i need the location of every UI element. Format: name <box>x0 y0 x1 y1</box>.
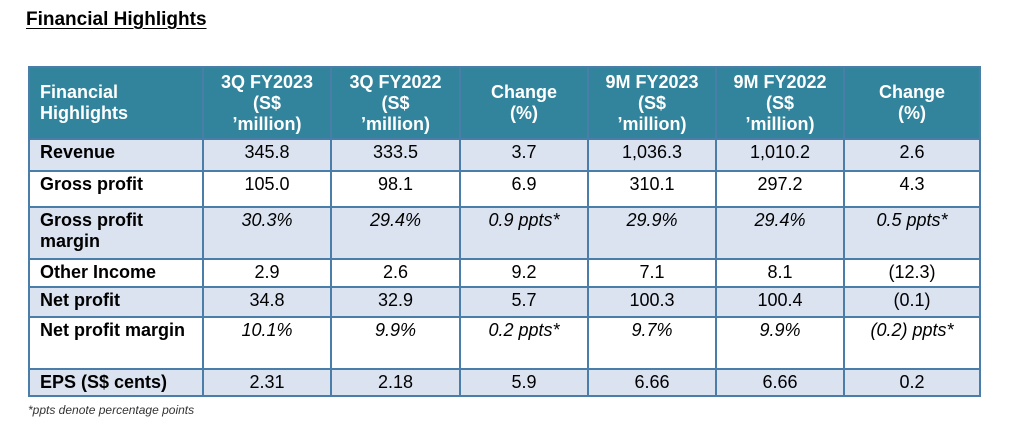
column-header-change-3q: Change (%) <box>459 66 589 140</box>
table-cell: 29.9% <box>587 206 717 260</box>
table-row-gross-profit-margin: Gross profit margin 30.3% 29.4% 0.9 ppts… <box>28 206 981 260</box>
table-cell: (0.1) <box>843 286 981 318</box>
row-label: Gross profit <box>28 170 204 208</box>
header-line: ’million) <box>232 113 302 134</box>
table-cell: 9.9% <box>715 316 845 370</box>
column-header-3q-fy2022: 3Q FY2022 (S$ ’million) <box>330 66 461 140</box>
table-cell: 297.2 <box>715 170 845 208</box>
table-cell: 98.1 <box>330 170 461 208</box>
column-header-metric: Financial Highlights <box>28 66 204 140</box>
table-cell: 100.4 <box>715 286 845 318</box>
table-cell: 9.7% <box>587 316 717 370</box>
header-line: ’million) <box>617 113 687 134</box>
table-cell: 2.31 <box>202 368 332 397</box>
row-label: Gross profit margin <box>28 206 204 260</box>
table-cell: 5.9 <box>459 368 589 397</box>
table-cell: 345.8 <box>202 138 332 172</box>
table-row-other-income: Other Income 2.9 2.6 9.2 7.1 8.1 (12.3) <box>28 258 981 288</box>
table-cell: 29.4% <box>715 206 845 260</box>
table-cell: 100.3 <box>587 286 717 318</box>
table-cell: (0.2) ppts* <box>843 316 981 370</box>
header-line: Financial <box>40 82 119 102</box>
table-cell: 2.9 <box>202 258 332 288</box>
row-label: Net profit <box>28 286 204 318</box>
table-cell: 4.3 <box>843 170 981 208</box>
table-cell: 5.7 <box>459 286 589 318</box>
table-cell: 6.66 <box>715 368 845 397</box>
table-cell: 2.6 <box>843 138 981 172</box>
row-label: Revenue <box>28 138 204 172</box>
table-cell: 6.66 <box>587 368 717 397</box>
column-header-change-9m: Change (%) <box>843 66 981 140</box>
column-header-9m-fy2023: 9M FY2023 (S$ ’million) <box>587 66 717 140</box>
table-row-eps: EPS (S$ cents) 2.31 2.18 5.9 6.66 6.66 0… <box>28 368 981 397</box>
header-line: (S$ <box>252 92 281 113</box>
row-label: Net profit margin <box>28 316 204 370</box>
footnote: *ppts denote percentage points <box>28 403 195 417</box>
table-cell: 0.9 ppts* <box>459 206 589 260</box>
page-title: Financial Highlights <box>26 9 207 30</box>
header-line: Change <box>878 82 945 102</box>
header-line: (S$ <box>381 92 410 113</box>
header-line: (%) <box>510 103 538 123</box>
table-cell: 2.18 <box>330 368 461 397</box>
table-cell: (12.3) <box>843 258 981 288</box>
table-cell: 34.8 <box>202 286 332 318</box>
table-cell: 1,010.2 <box>715 138 845 172</box>
table-row-gross-profit: Gross profit 105.0 98.1 6.9 310.1 297.2 … <box>28 170 981 208</box>
table-cell: 9.9% <box>330 316 461 370</box>
table-cell: 9.2 <box>459 258 589 288</box>
header-line: (S$ <box>765 92 794 113</box>
table-row-net-profit-margin: Net profit margin 10.1% 9.9% 0.2 ppts* 9… <box>28 316 981 370</box>
header-line: 3Q FY2023 <box>220 71 314 92</box>
table-cell: 6.9 <box>459 170 589 208</box>
header-line: 9M FY2023 <box>605 71 699 92</box>
header-line: 9M FY2022 <box>733 71 827 92</box>
table-row-revenue: Revenue 345.8 333.5 3.7 1,036.3 1,010.2 … <box>28 138 981 172</box>
row-label: EPS (S$ cents) <box>28 368 204 397</box>
table-cell: 29.4% <box>330 206 461 260</box>
header-line: Highlights <box>40 103 128 123</box>
column-header-3q-fy2023: 3Q FY2023 (S$ ’million) <box>202 66 332 140</box>
table-cell: 0.2 <box>843 368 981 397</box>
table-cell: 32.9 <box>330 286 461 318</box>
table-cell: 0.5 ppts* <box>843 206 981 260</box>
column-header-9m-fy2022: 9M FY2022 (S$ ’million) <box>715 66 845 140</box>
table-cell: 30.3% <box>202 206 332 260</box>
table-cell: 0.2 ppts* <box>459 316 589 370</box>
header-line: (%) <box>898 103 926 123</box>
table-cell: 8.1 <box>715 258 845 288</box>
table-cell: 7.1 <box>587 258 717 288</box>
table-cell: 1,036.3 <box>587 138 717 172</box>
table-cell: 333.5 <box>330 138 461 172</box>
table-cell: 3.7 <box>459 138 589 172</box>
financial-highlights-table: Financial Highlights 3Q FY2023 (S$ ’mill… <box>28 66 981 397</box>
header-line: ’million) <box>745 113 815 134</box>
table-cell: 2.6 <box>330 258 461 288</box>
table-cell: 105.0 <box>202 170 332 208</box>
header-line: 3Q FY2022 <box>349 71 442 92</box>
header-line: ’million) <box>361 113 430 134</box>
header-row: Financial Highlights 3Q FY2023 (S$ ’mill… <box>28 66 981 140</box>
header-line: Change <box>490 82 557 102</box>
table-row-net-profit: Net profit 34.8 32.9 5.7 100.3 100.4 (0.… <box>28 286 981 318</box>
table-cell: 310.1 <box>587 170 717 208</box>
row-label: Other Income <box>28 258 204 288</box>
table-cell: 10.1% <box>202 316 332 370</box>
header-line: (S$ <box>637 92 666 113</box>
